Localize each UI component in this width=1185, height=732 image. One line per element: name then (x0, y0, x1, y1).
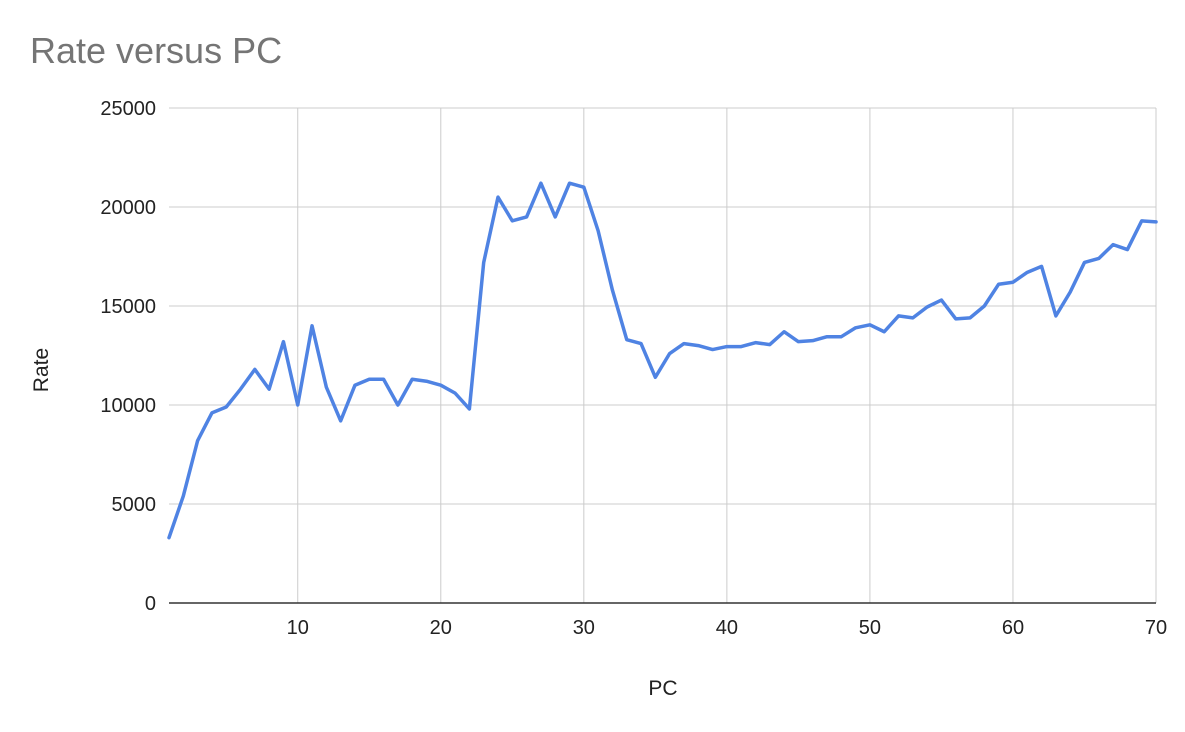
series-line-rate (167, 181, 1158, 540)
x-tick-label: 20 (430, 617, 452, 639)
y-axis-label: Rate (30, 348, 53, 392)
x-tick-label: 40 (716, 617, 738, 639)
series-lines (167, 181, 1158, 540)
gridlines (169, 107, 1157, 603)
x-tick-labels: 10 20 30 40 50 60 70 (287, 617, 1168, 639)
x-axis-label: PC (648, 677, 677, 700)
y-tick-label: 20000 (100, 197, 156, 219)
x-tick-label: 70 (1145, 617, 1167, 639)
y-tick-label: 25000 (100, 98, 156, 120)
y-tick-label: 0 (145, 593, 156, 615)
y-tick-label: 10000 (100, 395, 156, 417)
chart-title: Rate versus PC (30, 30, 282, 71)
y-tick-label: 5000 (112, 494, 157, 516)
x-tick-label: 60 (1002, 617, 1024, 639)
y-tick-label: 15000 (100, 296, 156, 318)
x-tick-label: 50 (859, 617, 881, 639)
y-tick-labels: 0 5000 10000 15000 20000 25000 (100, 98, 156, 615)
x-tick-label: 10 (287, 617, 309, 639)
x-tick-label: 30 (573, 617, 595, 639)
